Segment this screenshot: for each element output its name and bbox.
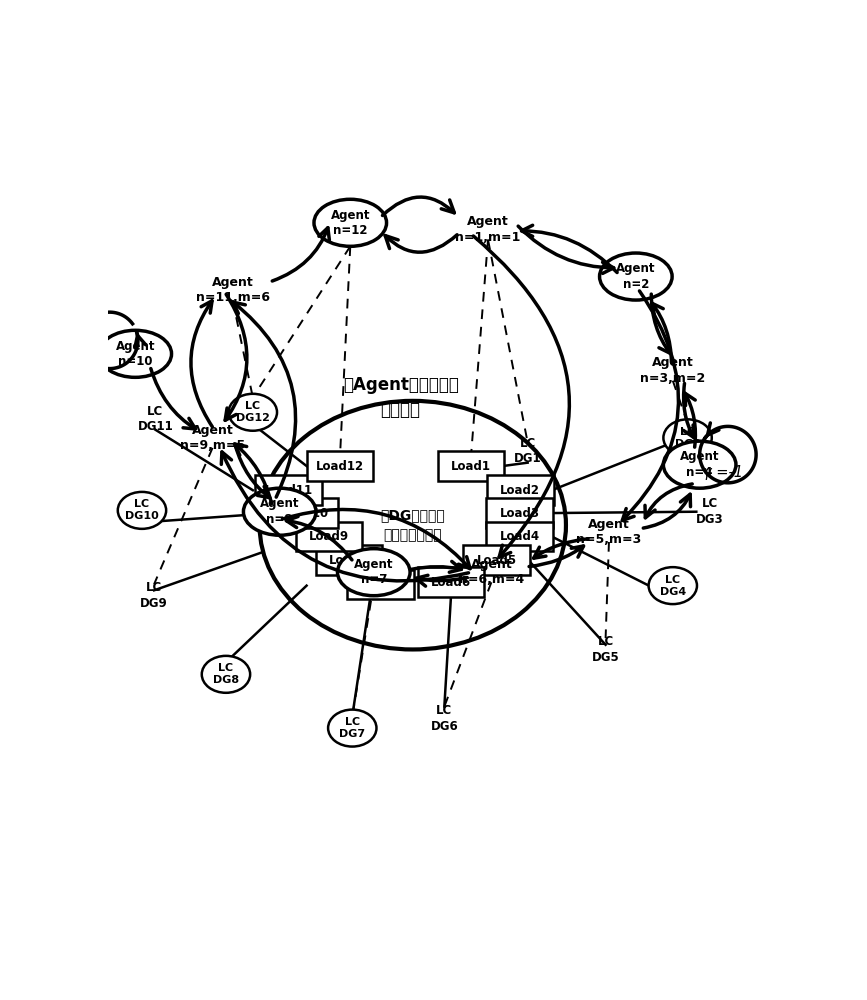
Text: LC
DG7: LC DG7 — [339, 717, 365, 739]
Text: LC
DG5: LC DG5 — [591, 635, 620, 664]
Text: LC
DG10: LC DG10 — [125, 499, 159, 521]
Text: LC
DG6: LC DG6 — [430, 704, 459, 733]
FancyBboxPatch shape — [316, 545, 382, 575]
FancyBboxPatch shape — [438, 451, 505, 481]
FancyBboxPatch shape — [255, 475, 322, 505]
FancyBboxPatch shape — [487, 475, 553, 505]
FancyBboxPatch shape — [464, 545, 530, 575]
Text: 由Agent组成的上层
通信网络: 由Agent组成的上层 通信网络 — [342, 376, 459, 419]
Text: LC
DG4: LC DG4 — [660, 575, 686, 597]
Text: Agent
n=5,m=3: Agent n=5,m=3 — [577, 518, 642, 546]
Text: Agent
n=3,m=2: Agent n=3,m=2 — [640, 356, 706, 385]
Ellipse shape — [99, 330, 172, 377]
Text: Load6: Load6 — [431, 576, 471, 589]
Text: Load9: Load9 — [309, 530, 349, 543]
Ellipse shape — [202, 656, 251, 693]
Text: Agent
n=1,m=1: Agent n=1,m=1 — [455, 215, 521, 244]
Ellipse shape — [600, 253, 672, 300]
Ellipse shape — [229, 394, 277, 431]
Text: LC
DG3: LC DG3 — [696, 497, 724, 526]
Ellipse shape — [244, 488, 316, 535]
Text: LC
DG12: LC DG12 — [236, 401, 270, 423]
Text: Agent
n=12: Agent n=12 — [330, 209, 370, 237]
FancyBboxPatch shape — [296, 522, 362, 551]
Text: Agent
n=8: Agent n=8 — [260, 497, 299, 526]
Text: 由DG和负载组
成的底层微电网: 由DG和负载组 成的底层微电网 — [381, 508, 445, 542]
Text: Agent
n=4: Agent n=4 — [680, 450, 720, 479]
Text: Load2: Load2 — [500, 484, 540, 497]
Text: Agent
n=10: Agent n=10 — [115, 340, 155, 368]
Ellipse shape — [328, 710, 376, 747]
FancyBboxPatch shape — [418, 567, 485, 597]
Text: Load11: Load11 — [264, 484, 312, 497]
Text: Load5: Load5 — [477, 554, 517, 567]
Ellipse shape — [649, 567, 697, 604]
Text: Load8: Load8 — [329, 554, 369, 567]
Text: Agent
n=11,m=6: Agent n=11,m=6 — [196, 276, 270, 304]
Text: Load3: Load3 — [499, 507, 539, 520]
Ellipse shape — [663, 419, 712, 456]
Text: LC
DG11: LC DG11 — [138, 405, 173, 433]
Ellipse shape — [663, 441, 736, 488]
Text: Agent
n=7: Agent n=7 — [354, 558, 394, 586]
FancyBboxPatch shape — [307, 451, 374, 481]
Text: Load10: Load10 — [281, 507, 329, 520]
Text: LC
DG1: LC DG1 — [514, 437, 542, 465]
FancyBboxPatch shape — [271, 498, 338, 528]
Text: Load12: Load12 — [316, 460, 364, 473]
Ellipse shape — [314, 199, 387, 246]
FancyBboxPatch shape — [486, 498, 553, 528]
Text: LC
DG9: LC DG9 — [140, 581, 168, 610]
Text: γ =-1: γ =-1 — [703, 465, 743, 480]
Text: Load7: Load7 — [361, 578, 401, 591]
Text: Agent
n=2: Agent n=2 — [616, 262, 655, 291]
Text: LC
DG2: LC DG2 — [675, 427, 701, 449]
Text: Load4: Load4 — [499, 530, 539, 543]
FancyBboxPatch shape — [348, 570, 414, 599]
Text: Load1: Load1 — [451, 460, 492, 473]
Ellipse shape — [337, 549, 410, 596]
FancyBboxPatch shape — [486, 522, 553, 551]
Text: LC
DG8: LC DG8 — [213, 663, 239, 685]
Text: Agent
n=9,m=5: Agent n=9,m=5 — [179, 424, 245, 452]
Text: Agent
n=6,m=4: Agent n=6,m=4 — [459, 558, 524, 586]
Ellipse shape — [118, 492, 166, 529]
